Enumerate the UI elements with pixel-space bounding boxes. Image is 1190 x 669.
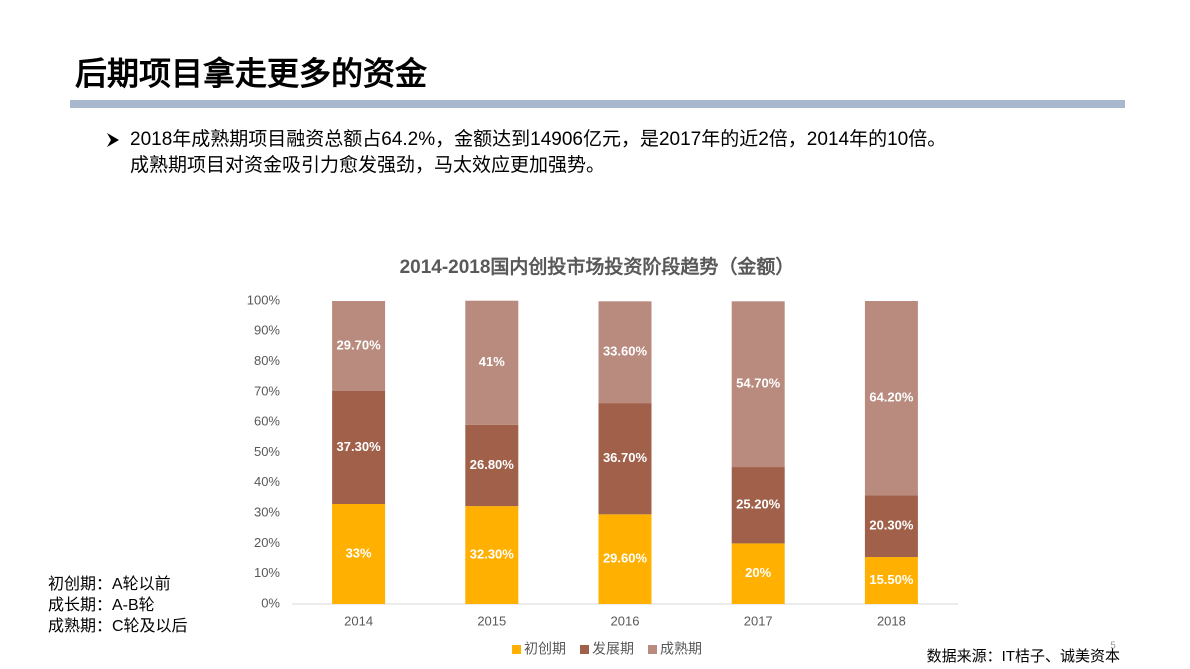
title-rule [70, 100, 1125, 108]
x-tick-label: 2014 [344, 613, 373, 628]
chart-title: 2014-2018国内创投市场投资阶段趋势（金额） [400, 255, 795, 278]
bar-segment [598, 301, 652, 404]
bullet-arrow [107, 133, 119, 147]
legend-swatch [580, 645, 589, 654]
bar-segment [465, 506, 519, 604]
y-tick-label: 100% [247, 292, 281, 307]
bar-segment [465, 424, 519, 507]
bullet-line: 2018年成熟期项目融资总额占64.2%，金额达到14906亿元，是2017年的… [130, 128, 946, 150]
bar-segment [598, 514, 652, 604]
bar-segment [864, 557, 918, 604]
value-label: 54.70% [736, 376, 781, 391]
value-label: 64.20% [869, 390, 914, 405]
value-label: 37.30% [337, 439, 382, 454]
y-tick-label: 50% [254, 444, 280, 459]
value-label: 20% [745, 565, 771, 580]
value-label: 33.60% [603, 344, 648, 359]
y-tick-label: 70% [254, 383, 280, 398]
y-tick-label: 80% [254, 353, 280, 368]
y-tick-label: 0% [261, 595, 280, 610]
value-label: 15.50% [869, 572, 914, 587]
x-tick-label: 2017 [744, 613, 773, 628]
value-label: 20.30% [869, 518, 914, 533]
y-tick-label: 90% [254, 323, 280, 338]
bar-segment [465, 300, 519, 425]
value-label: 25.20% [736, 497, 781, 512]
bar-segment [332, 504, 386, 604]
bullet-line: 成熟期项目对资金吸引力愈发强劲，马太效应更加强势。 [130, 154, 605, 176]
note: 成熟期：C轮及以后 [48, 617, 188, 635]
slide-title: 后期项目拿走更多的资金 [75, 55, 428, 91]
y-tick-label: 40% [254, 474, 280, 489]
bar-segment [332, 301, 386, 391]
bar-segment [864, 495, 918, 558]
y-tick-label: 30% [254, 505, 280, 520]
value-label: 29.60% [603, 551, 648, 566]
legend-label: 成熟期 [660, 641, 702, 657]
y-tick-label: 10% [254, 565, 280, 580]
value-label: 36.70% [603, 450, 648, 465]
value-label: 32.30% [470, 547, 515, 562]
bar-segment [731, 467, 785, 544]
value-label: 33% [346, 545, 372, 560]
value-label: 26.80% [470, 457, 515, 472]
source: 数据来源：IT桔子、诚美资本 [927, 648, 1120, 665]
legend-label: 初创期 [524, 641, 566, 657]
x-tick-label: 2016 [611, 613, 640, 628]
y-tick-label: 20% [254, 535, 280, 550]
bar-segment [332, 390, 386, 505]
x-tick-label: 2018 [877, 613, 906, 628]
bar-segment [731, 543, 785, 604]
y-tick-label: 60% [254, 414, 280, 429]
note: 成长期：A-B轮 [48, 596, 155, 614]
legend-swatch [512, 645, 521, 654]
value-label: 29.70% [337, 337, 382, 352]
legend-label: 发展期 [592, 641, 634, 657]
bar-segment [731, 301, 785, 468]
value-label: 41% [479, 354, 505, 369]
x-tick-label: 2015 [477, 613, 506, 628]
note: 初创期：A轮以前 [48, 575, 171, 593]
page-number: 5 [1110, 641, 1116, 652]
bar-segment [598, 403, 652, 515]
legend-swatch [648, 645, 657, 654]
bar-segment [864, 301, 918, 496]
